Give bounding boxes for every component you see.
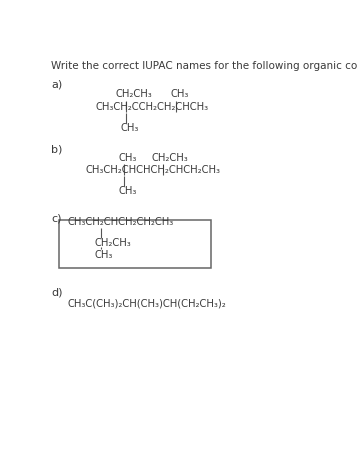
Text: CH₃: CH₃	[118, 186, 137, 196]
Text: CH₃: CH₃	[118, 153, 137, 163]
Text: CH₃CH₂CCH₂CH₂CHCH₃: CH₃CH₂CCH₂CH₂CHCH₃	[95, 102, 208, 112]
Text: b): b)	[51, 144, 62, 154]
Text: CH₃: CH₃	[95, 250, 113, 260]
Text: CH₃CH₂CHCHCH₂CHCH₂CH₃: CH₃CH₂CHCHCH₂CHCH₂CH₃	[85, 165, 220, 175]
Text: d): d)	[51, 288, 62, 297]
Text: a): a)	[51, 80, 62, 89]
Text: Write the correct IUPAC names for the following organic compounds:: Write the correct IUPAC names for the fo…	[51, 61, 358, 71]
Text: CH₂CH₃: CH₂CH₃	[152, 153, 188, 163]
Text: CH₂CH₃: CH₂CH₃	[115, 89, 152, 100]
Text: c): c)	[51, 213, 62, 224]
Text: CH₃CH₂CHCH₂CH₂CH₃: CH₃CH₂CHCH₂CH₂CH₃	[68, 217, 174, 227]
Text: CH₃: CH₃	[121, 123, 139, 132]
Text: CH₃: CH₃	[170, 89, 189, 100]
Bar	[59, 220, 211, 268]
Text: CH₃C(CH₃)₂CH(CH₃)CH(CH₂CH₃)₂: CH₃C(CH₃)₂CH(CH₃)CH(CH₂CH₃)₂	[68, 298, 227, 308]
Text: CH₂CH₃: CH₂CH₃	[95, 238, 131, 248]
